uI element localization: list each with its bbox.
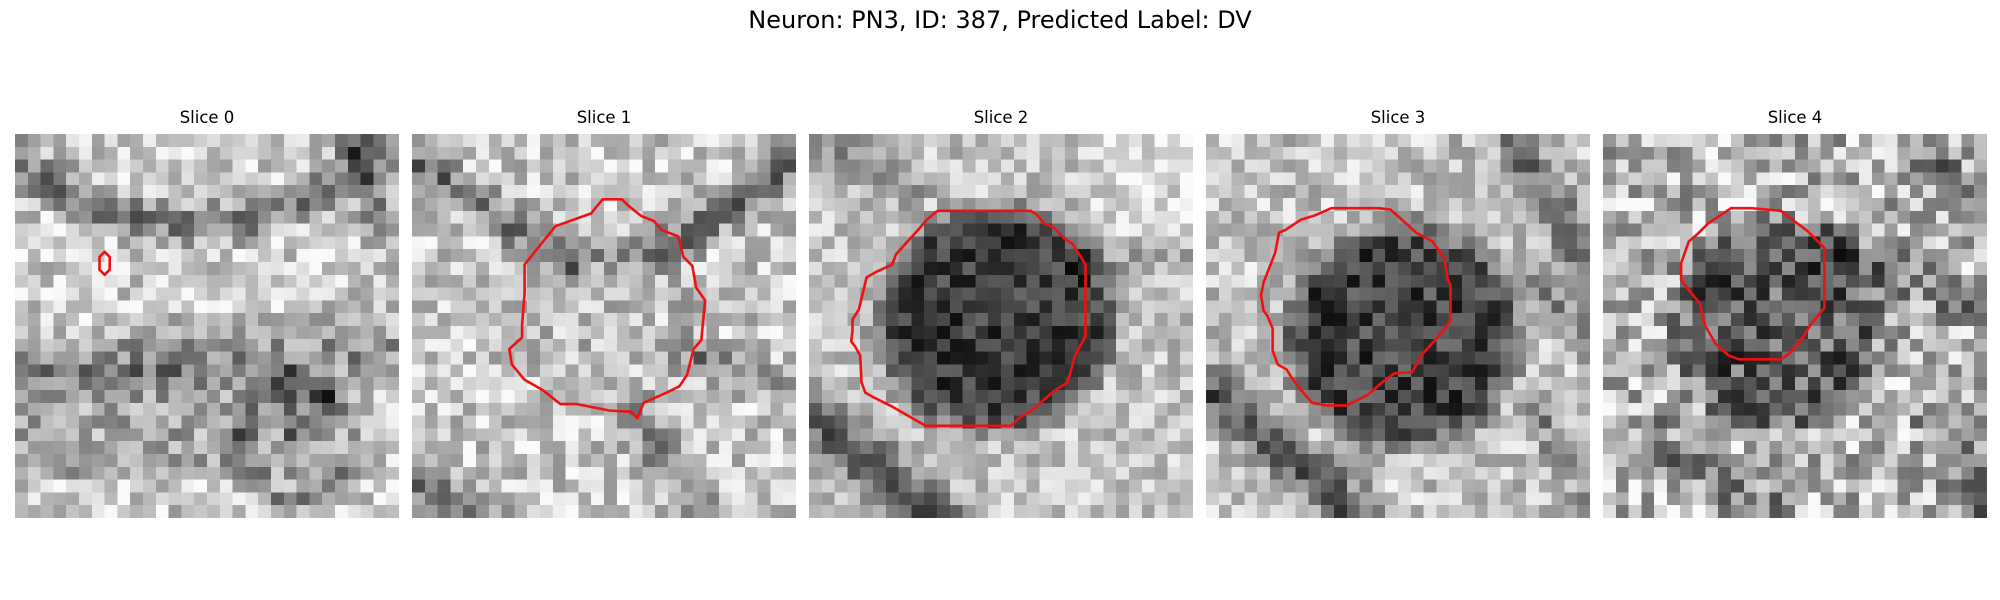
segmentation-contour: [1259, 206, 1452, 407]
figure-title: Neuron: PN3, ID: 387, Predicted Label: D…: [748, 6, 1252, 34]
slice-title: Slice 2: [973, 108, 1029, 127]
slice-pixel-grid: [412, 134, 796, 518]
slice-pixel-grid: [15, 134, 399, 518]
slice-pixel-grid: [809, 134, 1193, 518]
slice-pixel-grid: [1206, 134, 1590, 518]
slice-image: [412, 134, 796, 518]
slice-title: Slice 1: [576, 108, 632, 127]
segmentation-contour: [1679, 206, 1826, 361]
segmentation-contour: [508, 198, 707, 420]
slice-image: [809, 134, 1193, 518]
slice-image: [1603, 134, 1987, 518]
slice-title: Slice 3: [1370, 108, 1426, 127]
slice-title: Slice 0: [179, 108, 235, 127]
slice-pixel-grid: [1603, 134, 1987, 518]
segmentation-contour: [849, 209, 1087, 428]
slice-image: [1206, 134, 1590, 518]
slice-title: Slice 4: [1767, 108, 1823, 127]
slice-image: [15, 134, 399, 518]
segmentation-contour: [98, 250, 111, 277]
